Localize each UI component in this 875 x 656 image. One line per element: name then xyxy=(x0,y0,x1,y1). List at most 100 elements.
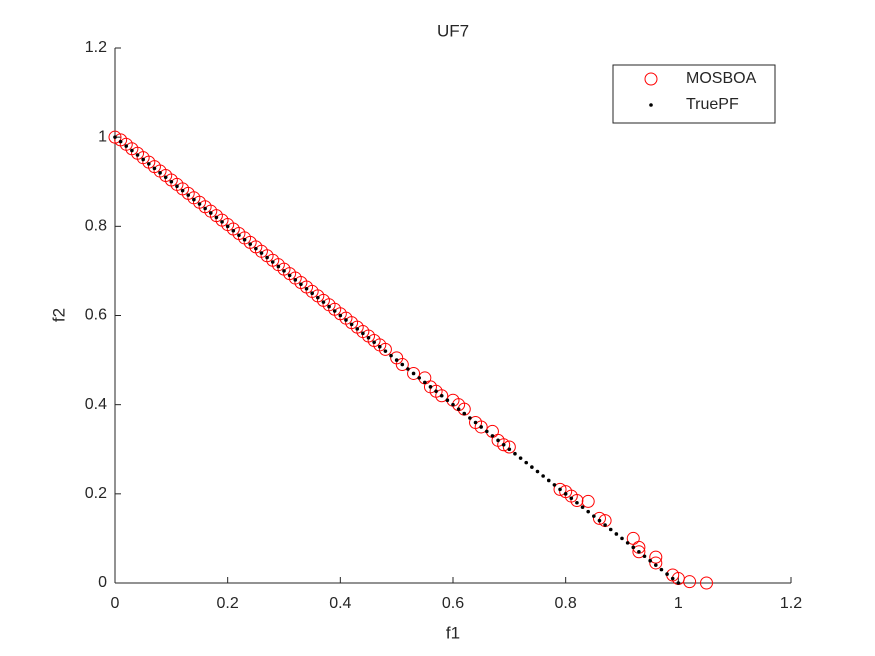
point xyxy=(344,318,348,322)
y-tick-label: 0 xyxy=(98,574,107,591)
point xyxy=(372,340,376,345)
point xyxy=(152,166,157,171)
point xyxy=(580,505,585,510)
point xyxy=(310,291,314,296)
point xyxy=(299,282,303,287)
point xyxy=(581,494,595,508)
x-tick-label: 0.4 xyxy=(329,595,351,612)
point xyxy=(406,367,410,371)
point xyxy=(118,139,123,144)
point xyxy=(434,389,438,394)
point xyxy=(316,295,320,300)
point xyxy=(327,304,331,309)
point xyxy=(197,202,202,206)
point xyxy=(496,438,500,443)
point xyxy=(270,260,275,264)
point xyxy=(147,162,151,166)
point xyxy=(259,251,264,255)
point xyxy=(389,353,393,358)
y-tick-label: 1.2 xyxy=(85,39,107,56)
point xyxy=(287,273,292,278)
point xyxy=(349,322,354,327)
point xyxy=(625,541,630,545)
legend-label: TruePF xyxy=(686,96,739,113)
point xyxy=(169,179,174,184)
point xyxy=(501,442,506,447)
point xyxy=(614,532,619,536)
point xyxy=(474,420,488,434)
legend-marker xyxy=(644,72,658,86)
point xyxy=(203,206,207,211)
point xyxy=(676,581,681,585)
point xyxy=(248,242,252,246)
x-tick-label: 1 xyxy=(674,595,683,612)
y-tick-label: 0.4 xyxy=(85,396,107,413)
point xyxy=(490,434,495,438)
point xyxy=(535,469,540,474)
point xyxy=(304,286,309,291)
point xyxy=(659,567,664,572)
point xyxy=(683,575,697,589)
point xyxy=(631,545,636,550)
point xyxy=(135,153,140,157)
point xyxy=(175,184,179,189)
point xyxy=(378,342,392,356)
point xyxy=(597,518,602,523)
legend-box xyxy=(612,64,776,124)
point xyxy=(321,300,326,304)
point xyxy=(649,556,663,570)
point xyxy=(214,215,219,220)
point xyxy=(428,385,433,389)
point xyxy=(648,558,652,563)
point xyxy=(541,474,545,478)
point xyxy=(293,278,298,282)
point xyxy=(141,157,145,162)
point xyxy=(507,447,512,452)
point xyxy=(451,402,455,407)
point xyxy=(254,246,258,251)
point xyxy=(231,228,236,233)
point xyxy=(208,211,213,215)
point xyxy=(124,144,129,148)
point xyxy=(108,130,122,144)
point xyxy=(225,224,230,229)
point xyxy=(445,398,450,403)
point xyxy=(518,456,523,460)
legend-marker xyxy=(649,103,653,107)
point xyxy=(180,188,185,193)
point xyxy=(366,335,371,340)
point xyxy=(158,171,162,175)
point xyxy=(130,148,134,153)
point xyxy=(513,451,517,456)
point xyxy=(338,313,343,318)
y-tick-label: 1 xyxy=(98,128,107,145)
point xyxy=(276,264,281,269)
point xyxy=(439,393,444,398)
x-axis-label: f1 xyxy=(446,623,460,642)
point xyxy=(383,349,388,353)
point xyxy=(417,376,422,380)
point xyxy=(192,197,196,202)
point xyxy=(552,483,557,487)
point xyxy=(546,478,551,483)
point xyxy=(530,465,534,469)
point xyxy=(282,269,286,273)
point xyxy=(355,327,360,331)
point xyxy=(163,175,168,180)
point xyxy=(468,416,472,420)
y-tick-label: 0.8 xyxy=(85,218,107,235)
point xyxy=(620,536,624,541)
y-tick-label: 0.6 xyxy=(85,307,107,324)
x-tick-label: 0.6 xyxy=(442,595,464,612)
x-tick-label: 1.2 xyxy=(780,595,802,612)
point xyxy=(670,576,675,581)
point xyxy=(423,380,427,385)
point xyxy=(637,549,641,554)
legend-label: MOSBOA xyxy=(686,70,757,87)
point xyxy=(361,331,365,336)
point xyxy=(113,135,117,139)
point xyxy=(649,550,663,564)
point xyxy=(394,358,399,362)
point xyxy=(654,563,658,567)
